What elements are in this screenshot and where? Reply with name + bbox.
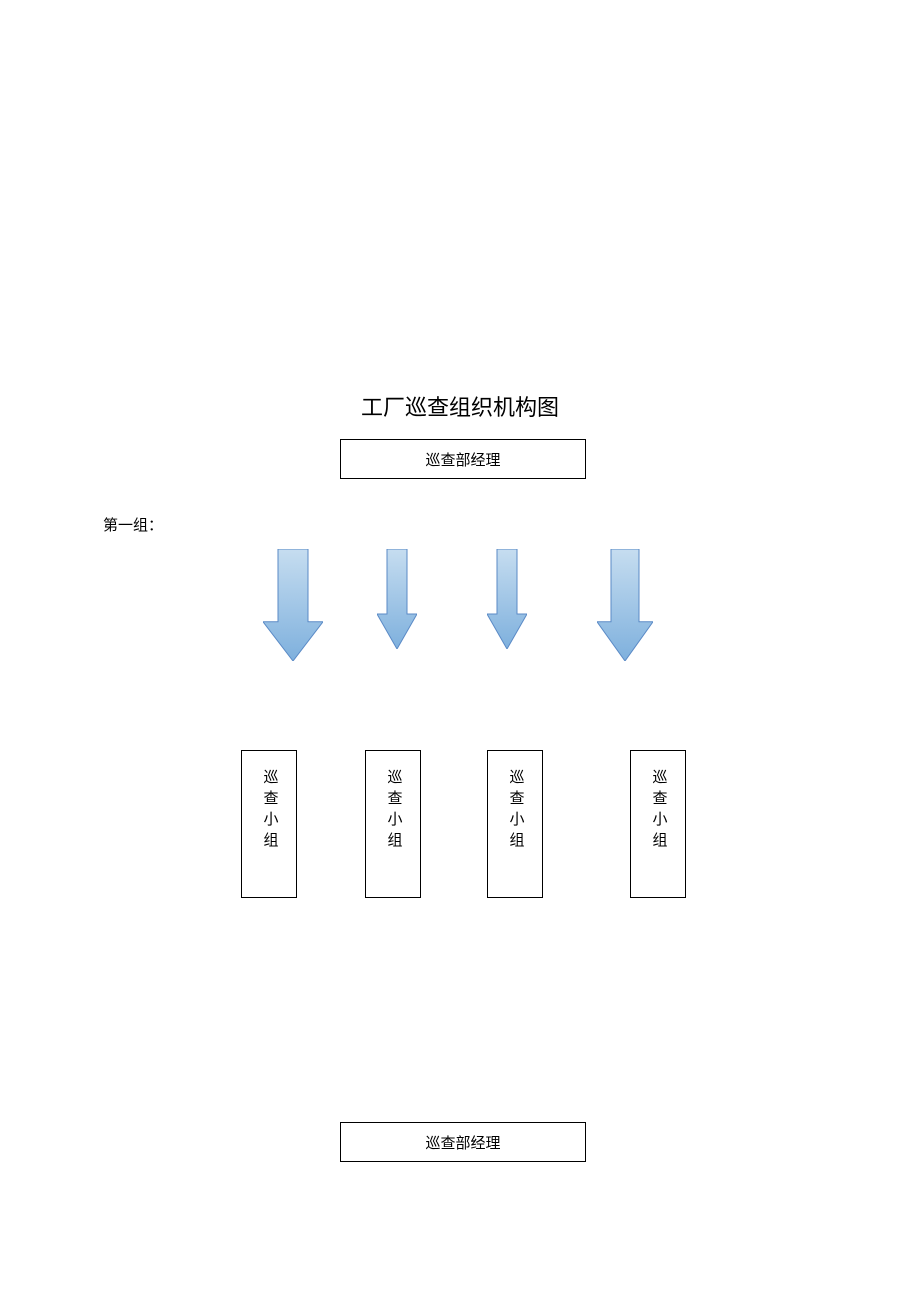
diagram-title: 工厂巡查组织机构图 — [0, 390, 920, 422]
team-box-2-text: 巡查小组 — [386, 769, 401, 853]
team-box-2: 巡查小组 — [365, 750, 421, 898]
team-box-4-text: 巡查小组 — [651, 769, 666, 853]
manager-box-top-text: 巡查部经理 — [425, 449, 500, 470]
manager-box-top: 巡查部经理 — [340, 439, 586, 479]
group-label-text: 第一组： — [103, 518, 163, 534]
manager-box-bottom: 巡查部经理 — [340, 1122, 586, 1162]
diagram-title-text: 工厂巡查组织机构图 — [361, 395, 559, 420]
arrow-4 — [597, 549, 653, 661]
team-box-3: 巡查小组 — [487, 750, 543, 898]
team-box-4: 巡查小组 — [630, 750, 686, 898]
group-label: 第一组： — [103, 514, 163, 535]
team-box-3-text: 巡查小组 — [508, 769, 523, 853]
manager-box-bottom-text: 巡查部经理 — [425, 1132, 500, 1153]
arrow-2 — [377, 549, 417, 649]
arrow-3 — [487, 549, 527, 649]
team-box-1: 巡查小组 — [241, 750, 297, 898]
arrow-1 — [263, 549, 323, 661]
team-box-1-text: 巡查小组 — [262, 769, 277, 853]
